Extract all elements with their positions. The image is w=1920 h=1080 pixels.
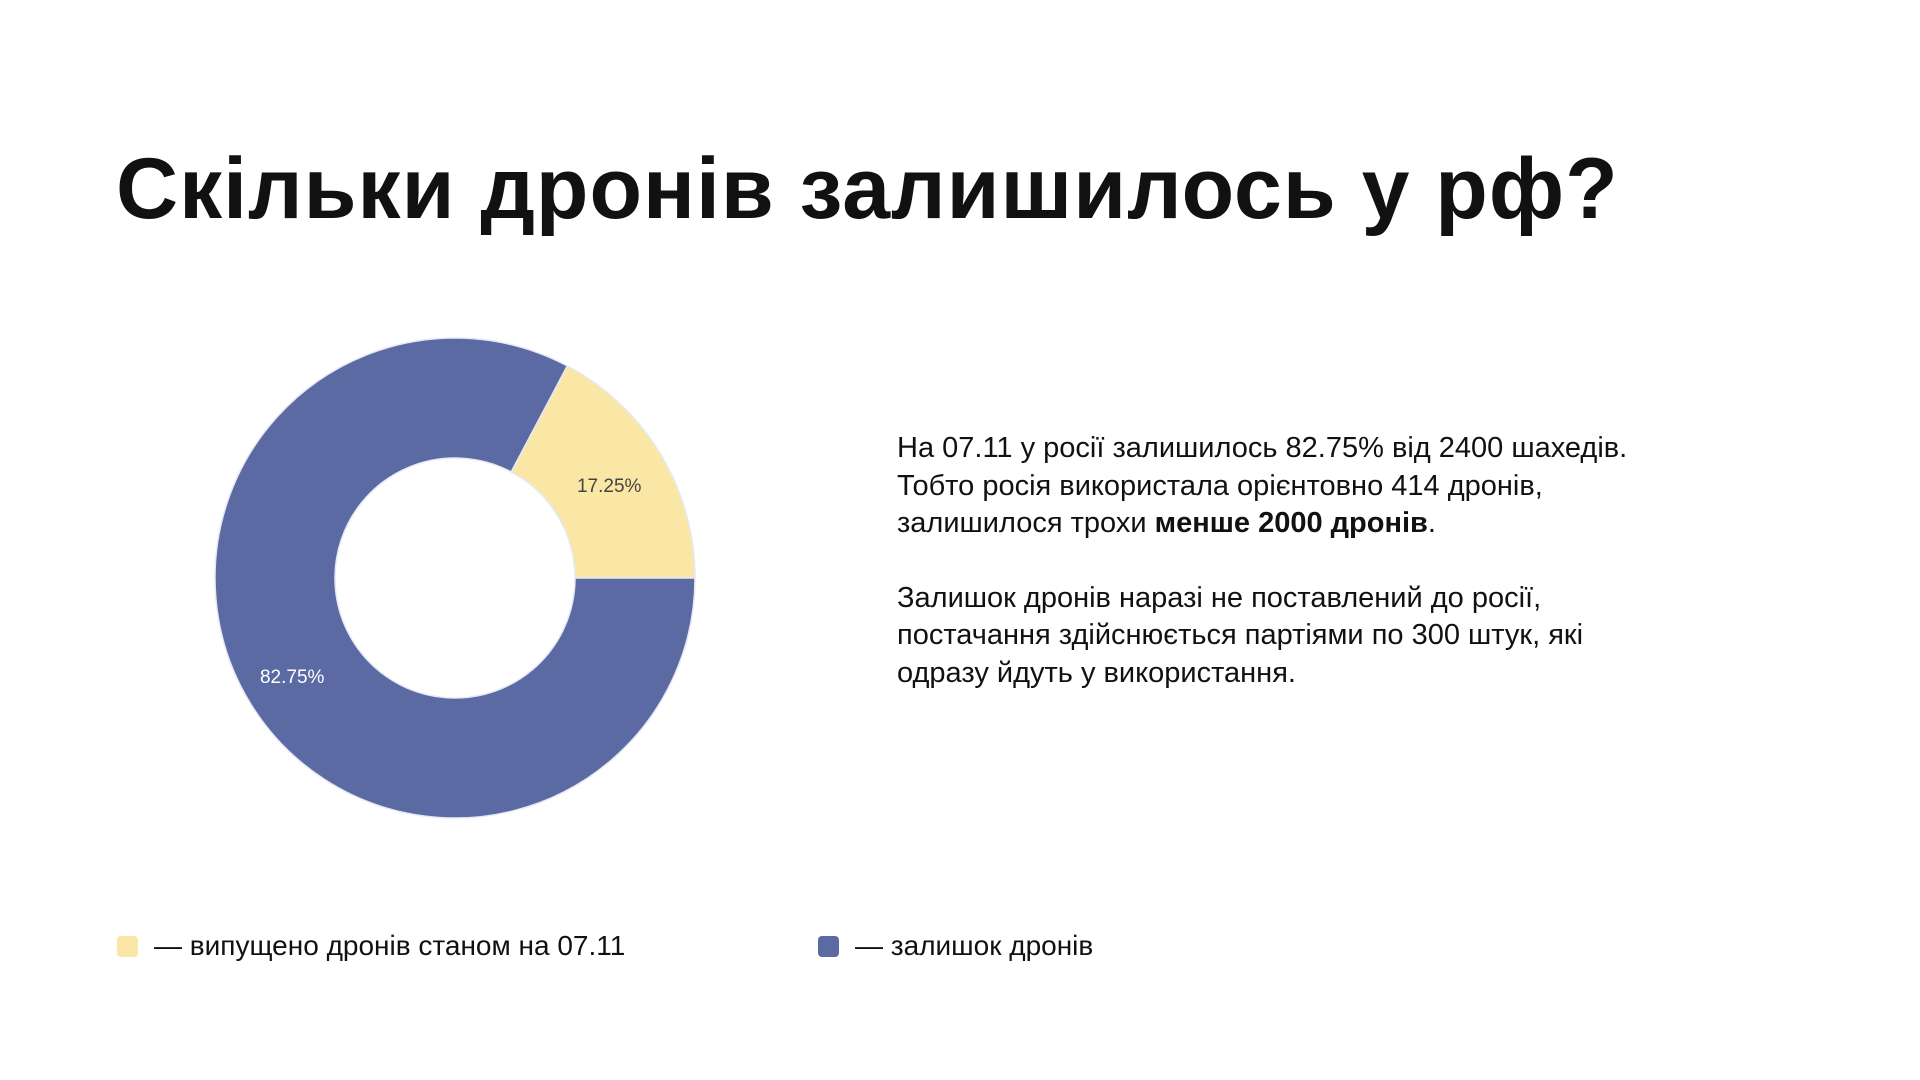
legend-item-launched: — випущено дронів станом на 07.11	[117, 930, 625, 962]
p2-line1: Залишок дронів наразі не поставлений до …	[897, 581, 1542, 614]
paragraph-2: Залишок дронів наразі не поставлений до …	[897, 580, 1897, 693]
p1-end: .	[1427, 507, 1436, 539]
legend-label: — залишок дронів	[855, 930, 1094, 961]
paragraph-1: На 07.11 у росії залишилось 82.75% від 2…	[897, 430, 1897, 543]
p2-line3: одразу йдуть у використання.	[897, 656, 1296, 689]
donut-slice-0	[510, 364, 696, 579]
legend-swatch-blue	[818, 935, 839, 957]
p1-line2: Тобто росія використала орієнтовно 414 д…	[897, 469, 1543, 502]
slice-label-1: 82.75%	[260, 667, 325, 688]
slice-label-0: 17.25%	[577, 476, 642, 497]
legend-item-remaining: — залишок дронів	[818, 930, 1093, 962]
p1-line1: На 07.11 у росії залишилось 82.75% від 2…	[897, 432, 1628, 464]
p1-bold: менше 2000 дронів	[1154, 507, 1428, 539]
description: На 07.11 у росії залишилось 82.75% від 2…	[897, 430, 1897, 729]
p1-line3: залишилося трохи	[897, 507, 1155, 539]
page-title: Скільки дронів залишилось у рф?	[116, 141, 1619, 237]
donut-slice-1	[214, 337, 696, 819]
p2-line2: постачання здійснюється партіями по 300 …	[897, 619, 1584, 651]
legend-label: — випущено дронів станом на 07.11	[154, 930, 626, 961]
legend-swatch-yellow	[117, 935, 138, 957]
